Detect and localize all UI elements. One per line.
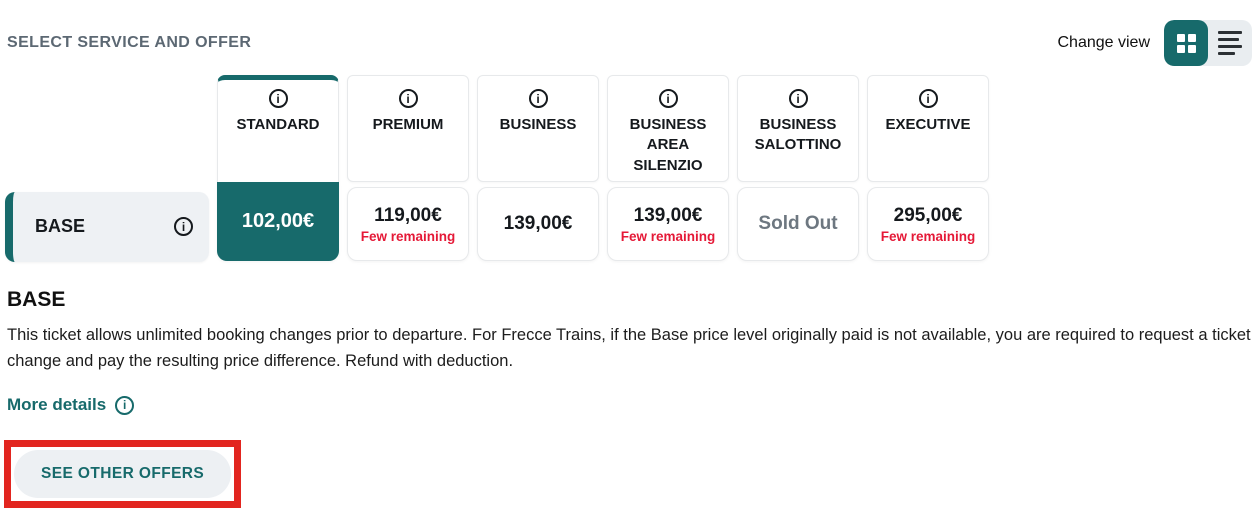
service-column-business-area-silenzio[interactable]: BUSINESS AREA SILENZIO — [607, 75, 729, 182]
fare-description: This ticket allows unlimited booking cha… — [7, 326, 1251, 370]
info-icon[interactable] — [268, 89, 288, 108]
sold-out-label: Sold Out — [758, 213, 838, 234]
service-column-business[interactable]: BUSINESS — [477, 75, 599, 182]
view-toggle-group — [1164, 20, 1252, 66]
annotation-highlight-box: SEE OTHER OFFERS — [4, 440, 242, 509]
info-icon[interactable] — [528, 89, 548, 108]
fare-row-label-base: BASE — [5, 191, 209, 262]
view-controls: Change view — [1057, 20, 1252, 66]
price-cell-business-base[interactable]: 139,00€ — [477, 187, 599, 261]
service-column-executive[interactable]: EXECUTIVE — [867, 75, 989, 182]
service-name: PREMIUM — [372, 116, 444, 133]
service-name: BUSINESS — [499, 116, 577, 133]
service-name: STANDARD — [236, 116, 320, 133]
price-value: 102,00€ — [241, 210, 315, 232]
price-value: 139,00€ — [503, 213, 573, 234]
change-view-label: Change view — [1057, 34, 1151, 51]
see-other-offers-button[interactable]: SEE OTHER OFFERS — [14, 450, 232, 499]
availability-note: Few remaining — [880, 228, 976, 244]
service-column-standard[interactable]: STANDARD — [217, 75, 339, 182]
info-icon[interactable] — [918, 89, 938, 108]
list-view-icon — [1218, 31, 1242, 55]
price-cell-executive-base[interactable]: 295,00€ Few remaining — [867, 187, 989, 261]
service-column-business-salottino[interactable]: BUSINESS SALOTTINO — [737, 75, 859, 182]
fare-details-title: BASE — [7, 288, 66, 311]
service-name: EXECUTIVE — [885, 116, 971, 133]
price-value: 295,00€ — [893, 204, 963, 226]
price-cell-standard-base[interactable]: 102,00€ — [217, 182, 339, 261]
service-offer-matrix: STANDARD PREMIUM BUSINESS BUSINESS AREA … — [5, 75, 1252, 266]
service-name: BUSINESS AREA SILENZIO — [629, 116, 707, 174]
info-icon[interactable] — [174, 217, 193, 236]
grid-view-icon — [1176, 33, 1196, 53]
info-icon[interactable] — [115, 395, 135, 415]
more-details-label: More details — [7, 395, 107, 415]
info-icon[interactable] — [658, 89, 678, 108]
more-details-link[interactable]: More details — [7, 395, 135, 415]
service-name: BUSINESS SALOTTINO — [754, 116, 842, 154]
service-column-premium[interactable]: PREMIUM — [347, 75, 469, 182]
page-title: SELECT SERVICE AND OFFER — [7, 34, 252, 51]
list-view-button[interactable] — [1208, 20, 1252, 66]
price-value: 139,00€ — [633, 204, 703, 226]
price-value: 119,00€ — [374, 204, 442, 226]
price-cell-business-area-silenzio-base[interactable]: 139,00€ Few remaining — [607, 187, 729, 261]
fare-name: BASE — [35, 216, 86, 236]
info-icon[interactable] — [398, 89, 418, 108]
grid-view-button[interactable] — [1164, 20, 1208, 66]
topbar: SELECT SERVICE AND OFFER Change view — [7, 20, 1252, 66]
price-cell-premium-base[interactable]: 119,00€ Few remaining — [347, 187, 469, 261]
availability-note: Few remaining — [360, 228, 456, 244]
price-cell-business-salottino-base: Sold Out — [737, 187, 859, 261]
availability-note: Few remaining — [620, 228, 716, 244]
info-icon[interactable] — [788, 89, 808, 108]
matrix-corner-spacer — [5, 75, 209, 182]
